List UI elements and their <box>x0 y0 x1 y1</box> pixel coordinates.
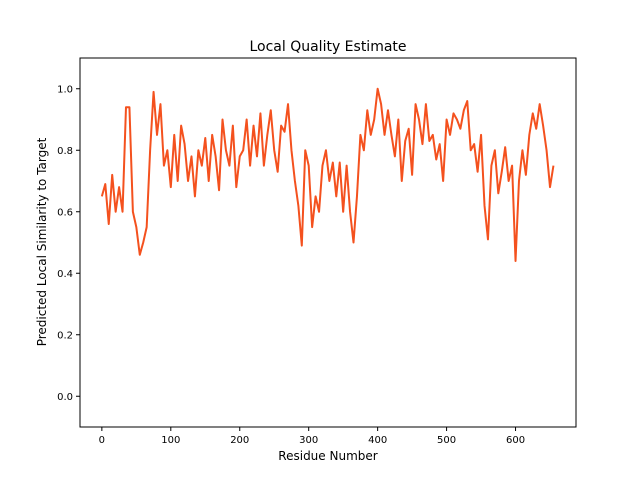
x-tick-label: 600 <box>506 435 525 446</box>
x-tick-label: 400 <box>368 435 387 446</box>
x-tick-label: 0 <box>99 435 105 446</box>
x-tick-label: 500 <box>437 435 456 446</box>
line-series <box>100 87 555 262</box>
plot-frame <box>79 57 577 428</box>
y-tick-label: 0.0 <box>57 392 73 403</box>
x-axis-label: Residue Number <box>278 449 377 463</box>
y-tick-label: 1.0 <box>57 84 73 95</box>
y-tick-label: 0.2 <box>57 330 73 341</box>
x-tick-label: 200 <box>230 435 249 446</box>
chart-title: Local Quality Estimate <box>249 39 406 55</box>
x-tick-label: 300 <box>299 435 318 446</box>
y-tick-label: 0.4 <box>57 269 73 280</box>
y-tick-label: 0.8 <box>57 146 73 157</box>
x-tick-label: 100 <box>161 435 180 446</box>
y-axis-label: Predicted Local Similarity to Target <box>35 137 49 346</box>
y-tick-label: 0.6 <box>57 207 73 218</box>
